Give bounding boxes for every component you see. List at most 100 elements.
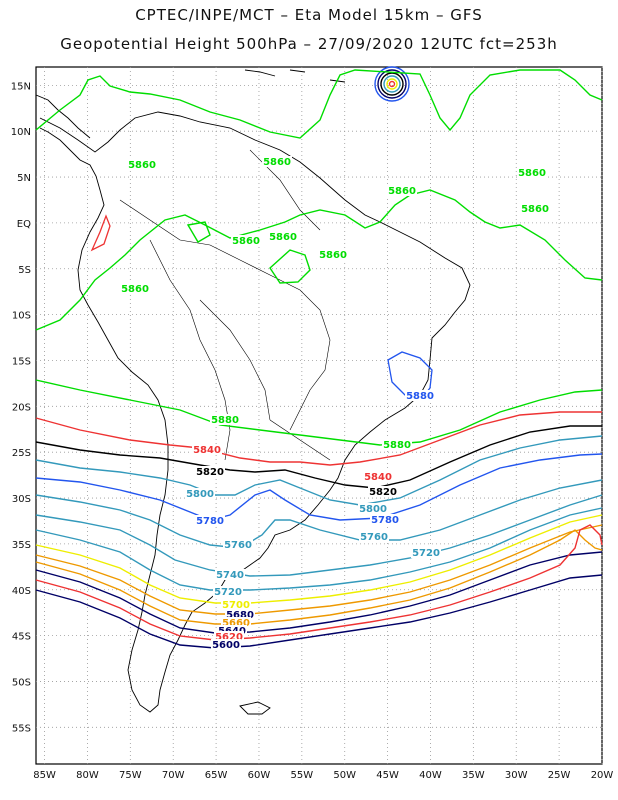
contour-label: 5820 [369, 487, 397, 498]
contour-label: 5800 [186, 489, 214, 500]
contour-5860 [35, 69, 603, 446]
contour-label-background [318, 249, 348, 260]
contour-label: 5700 [222, 600, 250, 611]
vortex-contours [374, 66, 410, 102]
contour-label-background [363, 471, 393, 482]
latitude-label: 25S [12, 448, 31, 459]
contour-label: 5800 [359, 504, 387, 515]
contour-label-background [221, 599, 251, 610]
contour-label: 5860 [128, 160, 156, 171]
contour-label: 5880 [383, 440, 411, 451]
title-line-2: Geopotential Height 500hPa – 27/09/2020 … [60, 35, 558, 53]
contour-label-background [210, 414, 240, 425]
latitude-label: EQ [17, 219, 31, 230]
contour-label-background [192, 444, 222, 455]
falkland-islands [239, 701, 271, 715]
longitude-labels: 85W 80W 75W 70W 65W 60W 55W 50W 45W 40W 35W 30W 25W 2… [33, 770, 613, 781]
contour-label-background [368, 486, 398, 497]
contour-label: 5600 [212, 640, 240, 651]
contour-label: 5660 [222, 618, 250, 629]
contour-label-background [217, 625, 247, 636]
contour-labels: 5860 5860 5860 5860 5860 5860 5860 5860 5860 5880… [120, 156, 550, 651]
contour-label: 5860 [518, 168, 546, 179]
longitude-label: 40W [419, 770, 442, 781]
latitude-label: 5S [18, 265, 31, 276]
longitude-label: 80W [76, 770, 99, 781]
contour-label: 5760 [224, 540, 252, 551]
contour-label: 5760 [360, 532, 388, 543]
contour-label-background [214, 631, 244, 642]
contour-label: 5620 [215, 632, 243, 643]
longitude-label: 55W [291, 770, 314, 781]
contour-label-background [195, 515, 225, 526]
contour-label: 5740 [216, 570, 244, 581]
longitude-label: 50W [333, 770, 356, 781]
contour-label: 5720 [214, 587, 242, 598]
longitude-label: 35W [462, 770, 485, 781]
contour-label: 5840 [364, 472, 392, 483]
midlatitude-contours [35, 411, 603, 649]
country-borders [119, 149, 331, 461]
longitude-label: 45W [376, 770, 399, 781]
contour-label: 5860 [269, 232, 297, 243]
contour-label-background [370, 514, 400, 525]
contour-label-background [358, 503, 388, 514]
contour-5840-small [90, 214, 111, 252]
contour-label-background [215, 569, 245, 580]
contour-label: 5720 [412, 548, 440, 559]
contour-label-background [382, 439, 412, 450]
title-line-1: CPTEC/INPE/MCT – Eta Model 15km – GFS [135, 6, 483, 24]
contour-label-background [387, 185, 417, 196]
contour-label: 5680 [226, 610, 254, 621]
contour-label-background [221, 617, 251, 628]
contour-label: 5880 [406, 391, 434, 402]
contour-label: 5860 [388, 186, 416, 197]
contour-label-background [213, 586, 243, 597]
longitude-label: 75W [119, 770, 142, 781]
contour-label: 5880 [211, 415, 239, 426]
longitude-label: 60W [248, 770, 271, 781]
contour-label: 5860 [521, 204, 549, 215]
contour-label-background [268, 231, 298, 242]
longitude-label: 85W [33, 770, 56, 781]
contour-label-background [262, 156, 292, 167]
latitude-labels: 15N 10N 5N EQ 5S 10S 15S 20S 25S 30S 35S 40S 45S 50S 5… [11, 81, 31, 734]
contour-label-background [231, 235, 261, 246]
contour-label-background [127, 159, 157, 170]
latitude-label: 20S [12, 402, 31, 413]
latitude-label: 10S [12, 311, 31, 322]
contour-label: 5780 [371, 515, 399, 526]
latitude-label: 50S [12, 677, 31, 688]
contour-label: 5860 [121, 284, 149, 295]
longitude-label: 30W [505, 770, 528, 781]
contour-label-background [359, 531, 389, 542]
longitude-label: 25W [548, 770, 571, 781]
longitude-label: 65W [205, 770, 228, 781]
contour-label: 5860 [319, 250, 347, 261]
contour-label-background [517, 167, 547, 178]
latitude-label: 10N [11, 127, 31, 138]
contour-label: 5860 [232, 236, 260, 247]
latitude-label: 15N [11, 81, 31, 92]
contour-label-background [225, 609, 255, 620]
contour-label-background [185, 488, 215, 499]
contour-label-background [405, 390, 435, 401]
latitude-label: 55S [12, 723, 31, 734]
latitude-label: 45S [12, 632, 31, 643]
contour-label-background [195, 466, 225, 477]
contour-label-background [520, 203, 550, 214]
latitude-label: 5N [17, 173, 31, 184]
central-america-coast [35, 94, 91, 139]
contour-label: 5840 [193, 445, 221, 456]
contour-label-background [120, 283, 150, 294]
contour-label-background [223, 539, 253, 550]
latitude-label: 15S [12, 356, 31, 367]
contour-label-background [411, 547, 441, 558]
longitude-label: 70W [162, 770, 185, 781]
contour-label: 5780 [196, 516, 224, 527]
contour-label: 5860 [263, 157, 291, 168]
longitude-label: 20W [591, 770, 614, 781]
coastlines [35, 69, 471, 715]
latitude-label: 30S [12, 494, 31, 505]
